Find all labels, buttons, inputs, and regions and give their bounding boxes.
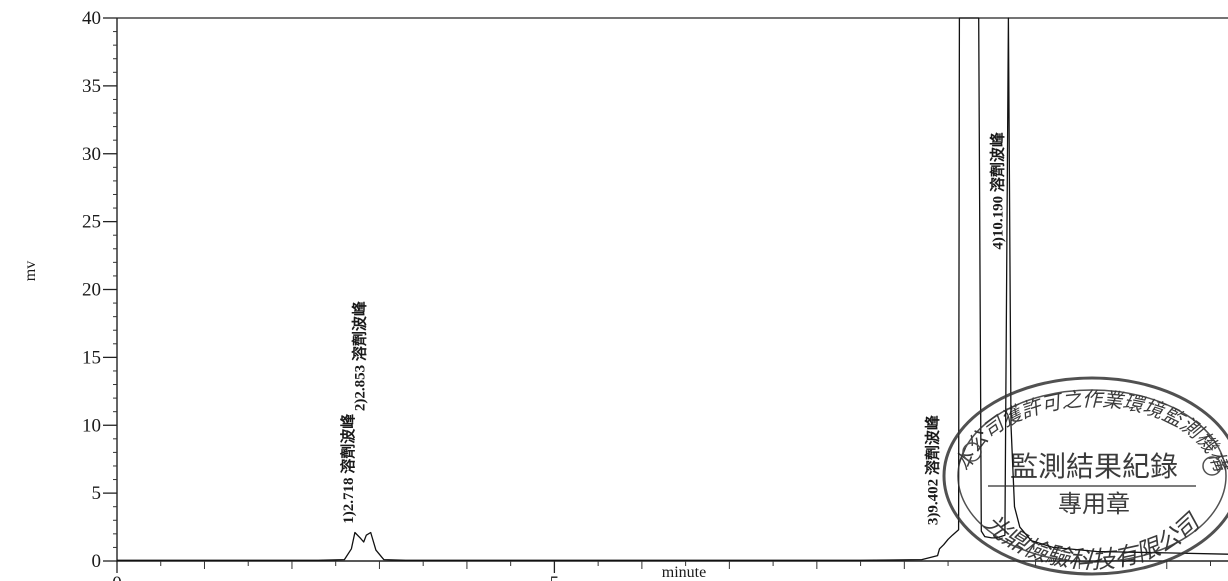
y-tick-label: 40	[82, 8, 101, 29]
signal-trace	[117, 17, 1228, 561]
stamp-inner-ring	[957, 389, 1227, 563]
y-tick-label: 20	[82, 280, 101, 301]
stamp-center-title: 監測結果紀錄	[1010, 450, 1178, 483]
peak-label: 4)10.190 溶劑波峰	[988, 131, 1006, 249]
x-tick-label: 0	[112, 573, 122, 581]
peak-label: 2)2.853 溶劑波峰	[351, 300, 369, 411]
peak-label: 3)9.402 溶劑波峰	[924, 414, 942, 525]
annotation-layer: 1)2.718 溶劑波峰 2)2.853 溶劑波峰 3)9.402 溶劑波峰 4)10…	[339, 131, 1007, 525]
stamp-outer-ring	[942, 376, 1228, 576]
y-tick-label: 30	[82, 144, 101, 165]
y-tick-label: 5	[92, 483, 102, 504]
y-tick-label: 35	[82, 76, 101, 97]
stamp-left-emblem	[962, 442, 982, 462]
inspection-stamp: 本公司獲許可之作業環境監測機構 光鼎檢驗科技有限公司 監測結果紀錄 專用章	[942, 376, 1228, 576]
stamp-right-emblem	[1202, 456, 1222, 476]
x-tick-label: 5	[550, 573, 560, 581]
y-tick-label: 10	[82, 415, 101, 436]
y-tick-label: 25	[82, 212, 101, 233]
y-axis-title: mv	[22, 261, 39, 281]
x-axis-title: minute	[662, 564, 706, 581]
peak-label: 1)2.718 溶劑波峰	[339, 413, 357, 524]
series-layer	[117, 17, 1228, 561]
ticks-layer: 0 5 10 15 20 25 30 35 40 0 5	[82, 8, 1212, 581]
stamp-center-subtitle: 專用章	[1058, 490, 1130, 518]
y-tick-label: 0	[92, 551, 102, 572]
y-tick-label: 15	[82, 347, 101, 368]
